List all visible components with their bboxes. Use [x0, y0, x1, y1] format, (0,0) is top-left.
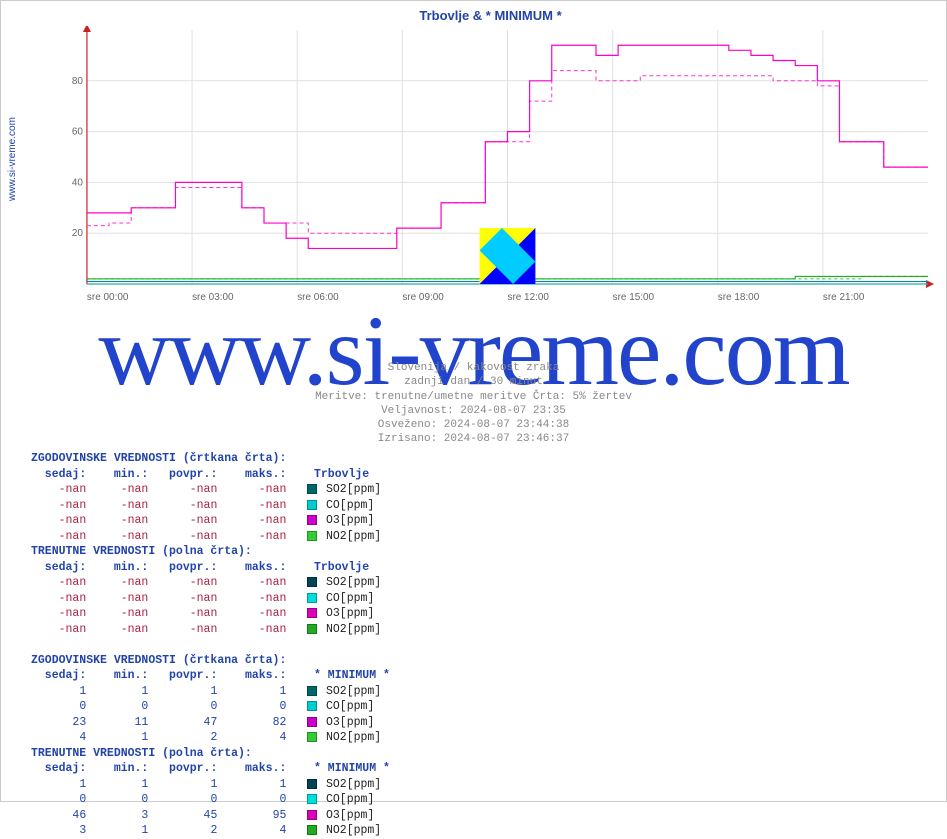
series-label: O3[ppm] [326, 514, 374, 527]
table-row: 0 0 0 0 CO[ppm] [31, 792, 390, 808]
series-label: CO[ppm] [326, 793, 374, 806]
table-row: 46 3 45 95 O3[ppm] [31, 808, 390, 824]
series-label: SO2[ppm] [326, 778, 381, 791]
legend-swatch [307, 825, 317, 835]
table-row: -nan -nan -nan -nan SO2[ppm] [31, 482, 390, 498]
series-label: O3[ppm] [326, 607, 374, 620]
legend-swatch [307, 608, 317, 618]
meta-line: Meritve: trenutne/umetne meritve Črta: 5… [1, 390, 946, 404]
table-header: sedaj: min.: povpr.: maks.: * MINIMUM * [31, 668, 390, 684]
section-title: ZGODOVINSKE VREDNOSTI (črtkana črta): [31, 653, 390, 669]
legend-swatch [307, 794, 317, 804]
series-label: CO[ppm] [326, 592, 374, 605]
series-label: CO[ppm] [326, 499, 374, 512]
series-label: O3[ppm] [326, 716, 374, 729]
meta-line: Izrisano: 2024-08-07 23:46:37 [1, 432, 946, 446]
legend-swatch [307, 701, 317, 711]
svg-text:sre 03:00: sre 03:00 [192, 292, 234, 303]
series-label: SO2[ppm] [326, 576, 381, 589]
table-row: 1 1 1 1 SO2[ppm] [31, 684, 390, 700]
series-label: SO2[ppm] [326, 483, 381, 496]
legend-swatch [307, 577, 317, 587]
svg-text:40: 40 [72, 177, 84, 188]
svg-text:60: 60 [72, 127, 84, 138]
series-label: NO2[ppm] [326, 530, 381, 543]
chart-title: Trbovlje & * MINIMUM * [43, 6, 938, 23]
legend-swatch [307, 515, 317, 525]
table-row: 0 0 0 0 CO[ppm] [31, 699, 390, 715]
table-row: -nan -nan -nan -nan CO[ppm] [31, 591, 390, 607]
table-row: 3 1 2 4 NO2[ppm] [31, 823, 390, 839]
chart-area: Trbovlje & * MINIMUM * 20 40 60 80 sre 00:00… [43, 6, 938, 346]
meta-line: Veljavnost: 2024-08-07 23:35 [1, 404, 946, 418]
table-row: 23 11 47 82 O3[ppm] [31, 715, 390, 731]
table-row: -nan -nan -nan -nan NO2[ppm] [31, 529, 390, 545]
section-title: TRENUTNE VREDNOSTI (polna črta): [31, 746, 390, 762]
table-header: sedaj: min.: povpr.: maks.: Trbovlje [31, 560, 390, 576]
svg-text:sre 12:00: sre 12:00 [507, 292, 549, 303]
svg-text:sre 06:00: sre 06:00 [297, 292, 339, 303]
legend-swatch [307, 624, 317, 634]
meta-line: Osveženo: 2024-08-07 23:44:38 [1, 418, 946, 432]
side-url-label: www.si-vreme.com [7, 117, 18, 201]
table-row: 1 1 1 1 SO2[ppm] [31, 777, 390, 793]
svg-text:sre 09:00: sre 09:00 [402, 292, 444, 303]
main-container: www.si-vreme.com Trbovlje & * MINIMUM * … [0, 0, 947, 802]
series-label: SO2[ppm] [326, 685, 381, 698]
table-header: sedaj: min.: povpr.: maks.: * MINIMUM * [31, 761, 390, 777]
meta-line: zadnji dan / 30 minut [1, 375, 946, 389]
series-label: NO2[ppm] [326, 731, 381, 744]
table-row: -nan -nan -nan -nan SO2[ppm] [31, 575, 390, 591]
svg-text:80: 80 [72, 76, 84, 87]
table-row: 4 1 2 4 NO2[ppm] [31, 730, 390, 746]
metadata-block: Slovenija / kakovost zrakazadnji dan / 3… [1, 361, 946, 447]
legend-swatch [307, 686, 317, 696]
table-header: sedaj: min.: povpr.: maks.: Trbovlje [31, 467, 390, 483]
svg-text:sre 18:00: sre 18:00 [718, 292, 760, 303]
series-label: NO2[ppm] [326, 623, 381, 636]
meta-line: Slovenija / kakovost zraka [1, 361, 946, 375]
table-row: -nan -nan -nan -nan NO2[ppm] [31, 622, 390, 638]
section-title: ZGODOVINSKE VREDNOSTI (črtkana črta): [31, 451, 390, 467]
series-label: NO2[ppm] [326, 824, 381, 837]
section-title: TRENUTNE VREDNOSTI (polna črta): [31, 544, 390, 560]
series-label: O3[ppm] [326, 809, 374, 822]
table-row: -nan -nan -nan -nan CO[ppm] [31, 498, 390, 514]
table-row: -nan -nan -nan -nan O3[ppm] [31, 606, 390, 622]
legend-swatch [307, 593, 317, 603]
series-label: CO[ppm] [326, 700, 374, 713]
legend-swatch [307, 717, 317, 727]
svg-text:sre 00:00: sre 00:00 [87, 292, 129, 303]
legend-swatch [307, 732, 317, 742]
legend-swatch [307, 810, 317, 820]
data-tables: ZGODOVINSKE VREDNOSTI (črtkana črta): se… [31, 451, 390, 839]
chart-plot: 20 40 60 80 sre 00:00 sre 03:00 sre 06:00 sre 0… [67, 26, 934, 306]
svg-text:20: 20 [72, 228, 84, 239]
legend-swatch [307, 500, 317, 510]
table-row: -nan -nan -nan -nan O3[ppm] [31, 513, 390, 529]
legend-swatch [307, 484, 317, 494]
svg-text:sre 21:00: sre 21:00 [823, 292, 865, 303]
legend-swatch [307, 779, 317, 789]
svg-text:sre 15:00: sre 15:00 [613, 292, 655, 303]
legend-swatch [307, 531, 317, 541]
